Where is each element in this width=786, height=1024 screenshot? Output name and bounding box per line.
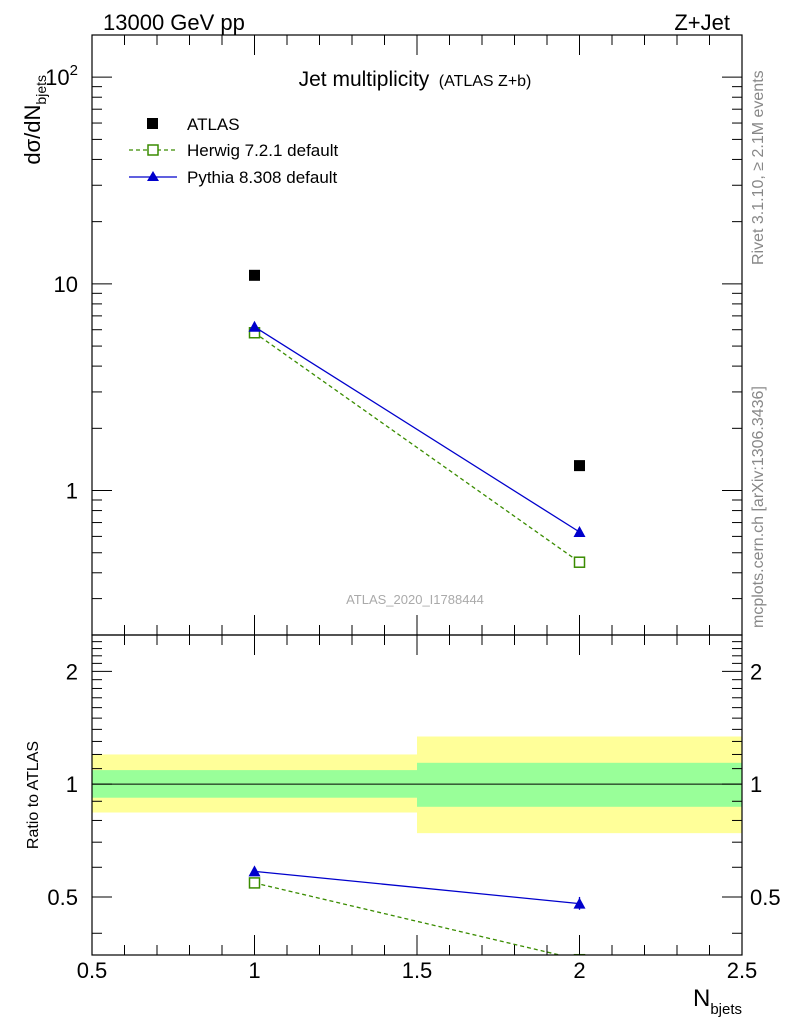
- ratio-y-tick-label-left: 2: [66, 659, 78, 684]
- title-main: Jet multiplicity: [299, 68, 430, 91]
- y-axis-label-ratio: Ratio to ATLAS: [25, 741, 42, 849]
- main-y-tick-label: 10: [54, 272, 78, 297]
- main-point-atlas: [249, 269, 260, 281]
- analysis-ref: ATLAS_2020_I1788444: [346, 592, 484, 607]
- x-tick-label: 2: [573, 958, 585, 983]
- ratio-band-inner: [417, 762, 742, 807]
- main-series: [248, 269, 586, 568]
- ratio-series: [248, 865, 586, 955]
- main-point-herwig: [573, 556, 586, 568]
- ratio-y-tick-label-right: 1: [750, 772, 762, 797]
- legend-atlas-marker: [147, 118, 158, 129]
- ratio-x-tick-labels: 0.5 1 1.5 2 2.5: [77, 958, 758, 983]
- svg-text:dσ/dNbjets: dσ/dNbjets: [20, 75, 49, 165]
- main-line-triangle: [254, 326, 580, 533]
- main-line-open-square: [254, 332, 580, 563]
- ratio-y-tick-labels: 0.5 0.5 1 1 2 2: [47, 659, 780, 910]
- x-tick-label: 1: [248, 958, 260, 983]
- legend-herwig-label: Herwig 7.2.1 default: [187, 141, 338, 160]
- legend: ATLAS Herwig 7.2.1 default Pythia 8.308 …: [129, 115, 338, 187]
- ratio-panel: 0.5 0.5 1 1 2 2 0.5 1 1.5 2 2.5: [47, 634, 781, 983]
- legend-atlas-label: ATLAS: [187, 115, 240, 134]
- ratio-bands: [92, 736, 742, 834]
- ratio-point-herwig: [248, 877, 261, 889]
- x-tick-label: 1.5: [402, 958, 433, 983]
- ratio-ticks: [91, 635, 743, 955]
- title-sub: (ATLAS Z+b): [439, 73, 532, 90]
- main-y-tick-label: 1: [66, 479, 78, 504]
- x-tick-label: 0.5: [77, 958, 108, 983]
- ratio-y-tick-label-right: 2: [750, 659, 762, 684]
- side-text-bottom: mcplots.cern.ch [arXiv:1306.3436]: [750, 386, 767, 628]
- legend-herwig-marker: [147, 144, 159, 156]
- legend-pythia-marker: [147, 171, 159, 181]
- main-y-tick-label-exponent: 2: [70, 62, 78, 79]
- y-label-main-sub: bjets: [33, 75, 49, 105]
- header-left: 13000 GeV pp: [103, 10, 245, 35]
- ratio-y-tick-label-left: 0.5: [47, 885, 78, 910]
- chart-title: Jet multiplicity (ATLAS Z+b): [299, 68, 532, 91]
- main-y-tick-label: 102: [45, 62, 78, 90]
- header-right: Z+Jet: [674, 10, 730, 35]
- x-label-sub: bjets: [710, 1001, 742, 1018]
- ratio-y-tick-label-left: 1: [66, 772, 78, 797]
- x-tick-label: 2.5: [727, 958, 758, 983]
- legend-pythia-label: Pythia 8.308 default: [187, 168, 338, 187]
- x-axis-label: Nbjets: [693, 985, 742, 1018]
- main-point-pythia: [248, 320, 261, 332]
- main-point-pythia: [573, 526, 586, 538]
- main-point-atlas: [574, 460, 585, 472]
- x-label-main-text: N: [693, 985, 710, 1012]
- y-axis-label-main: dσ/dNbjets: [20, 75, 49, 165]
- main-y-tick-labels: 1 10 102: [45, 62, 78, 503]
- ratio-point-pythia: [248, 865, 261, 877]
- ratio-line-triangle: [254, 870, 580, 905]
- ratio-y-tick-label-right: 0.5: [750, 885, 781, 910]
- y-label-main-text: dσ/dN: [20, 105, 45, 165]
- side-text-top: Rivet 3.1.10, ≥ 2.1M events: [750, 70, 767, 265]
- main-ticks: [91, 35, 743, 636]
